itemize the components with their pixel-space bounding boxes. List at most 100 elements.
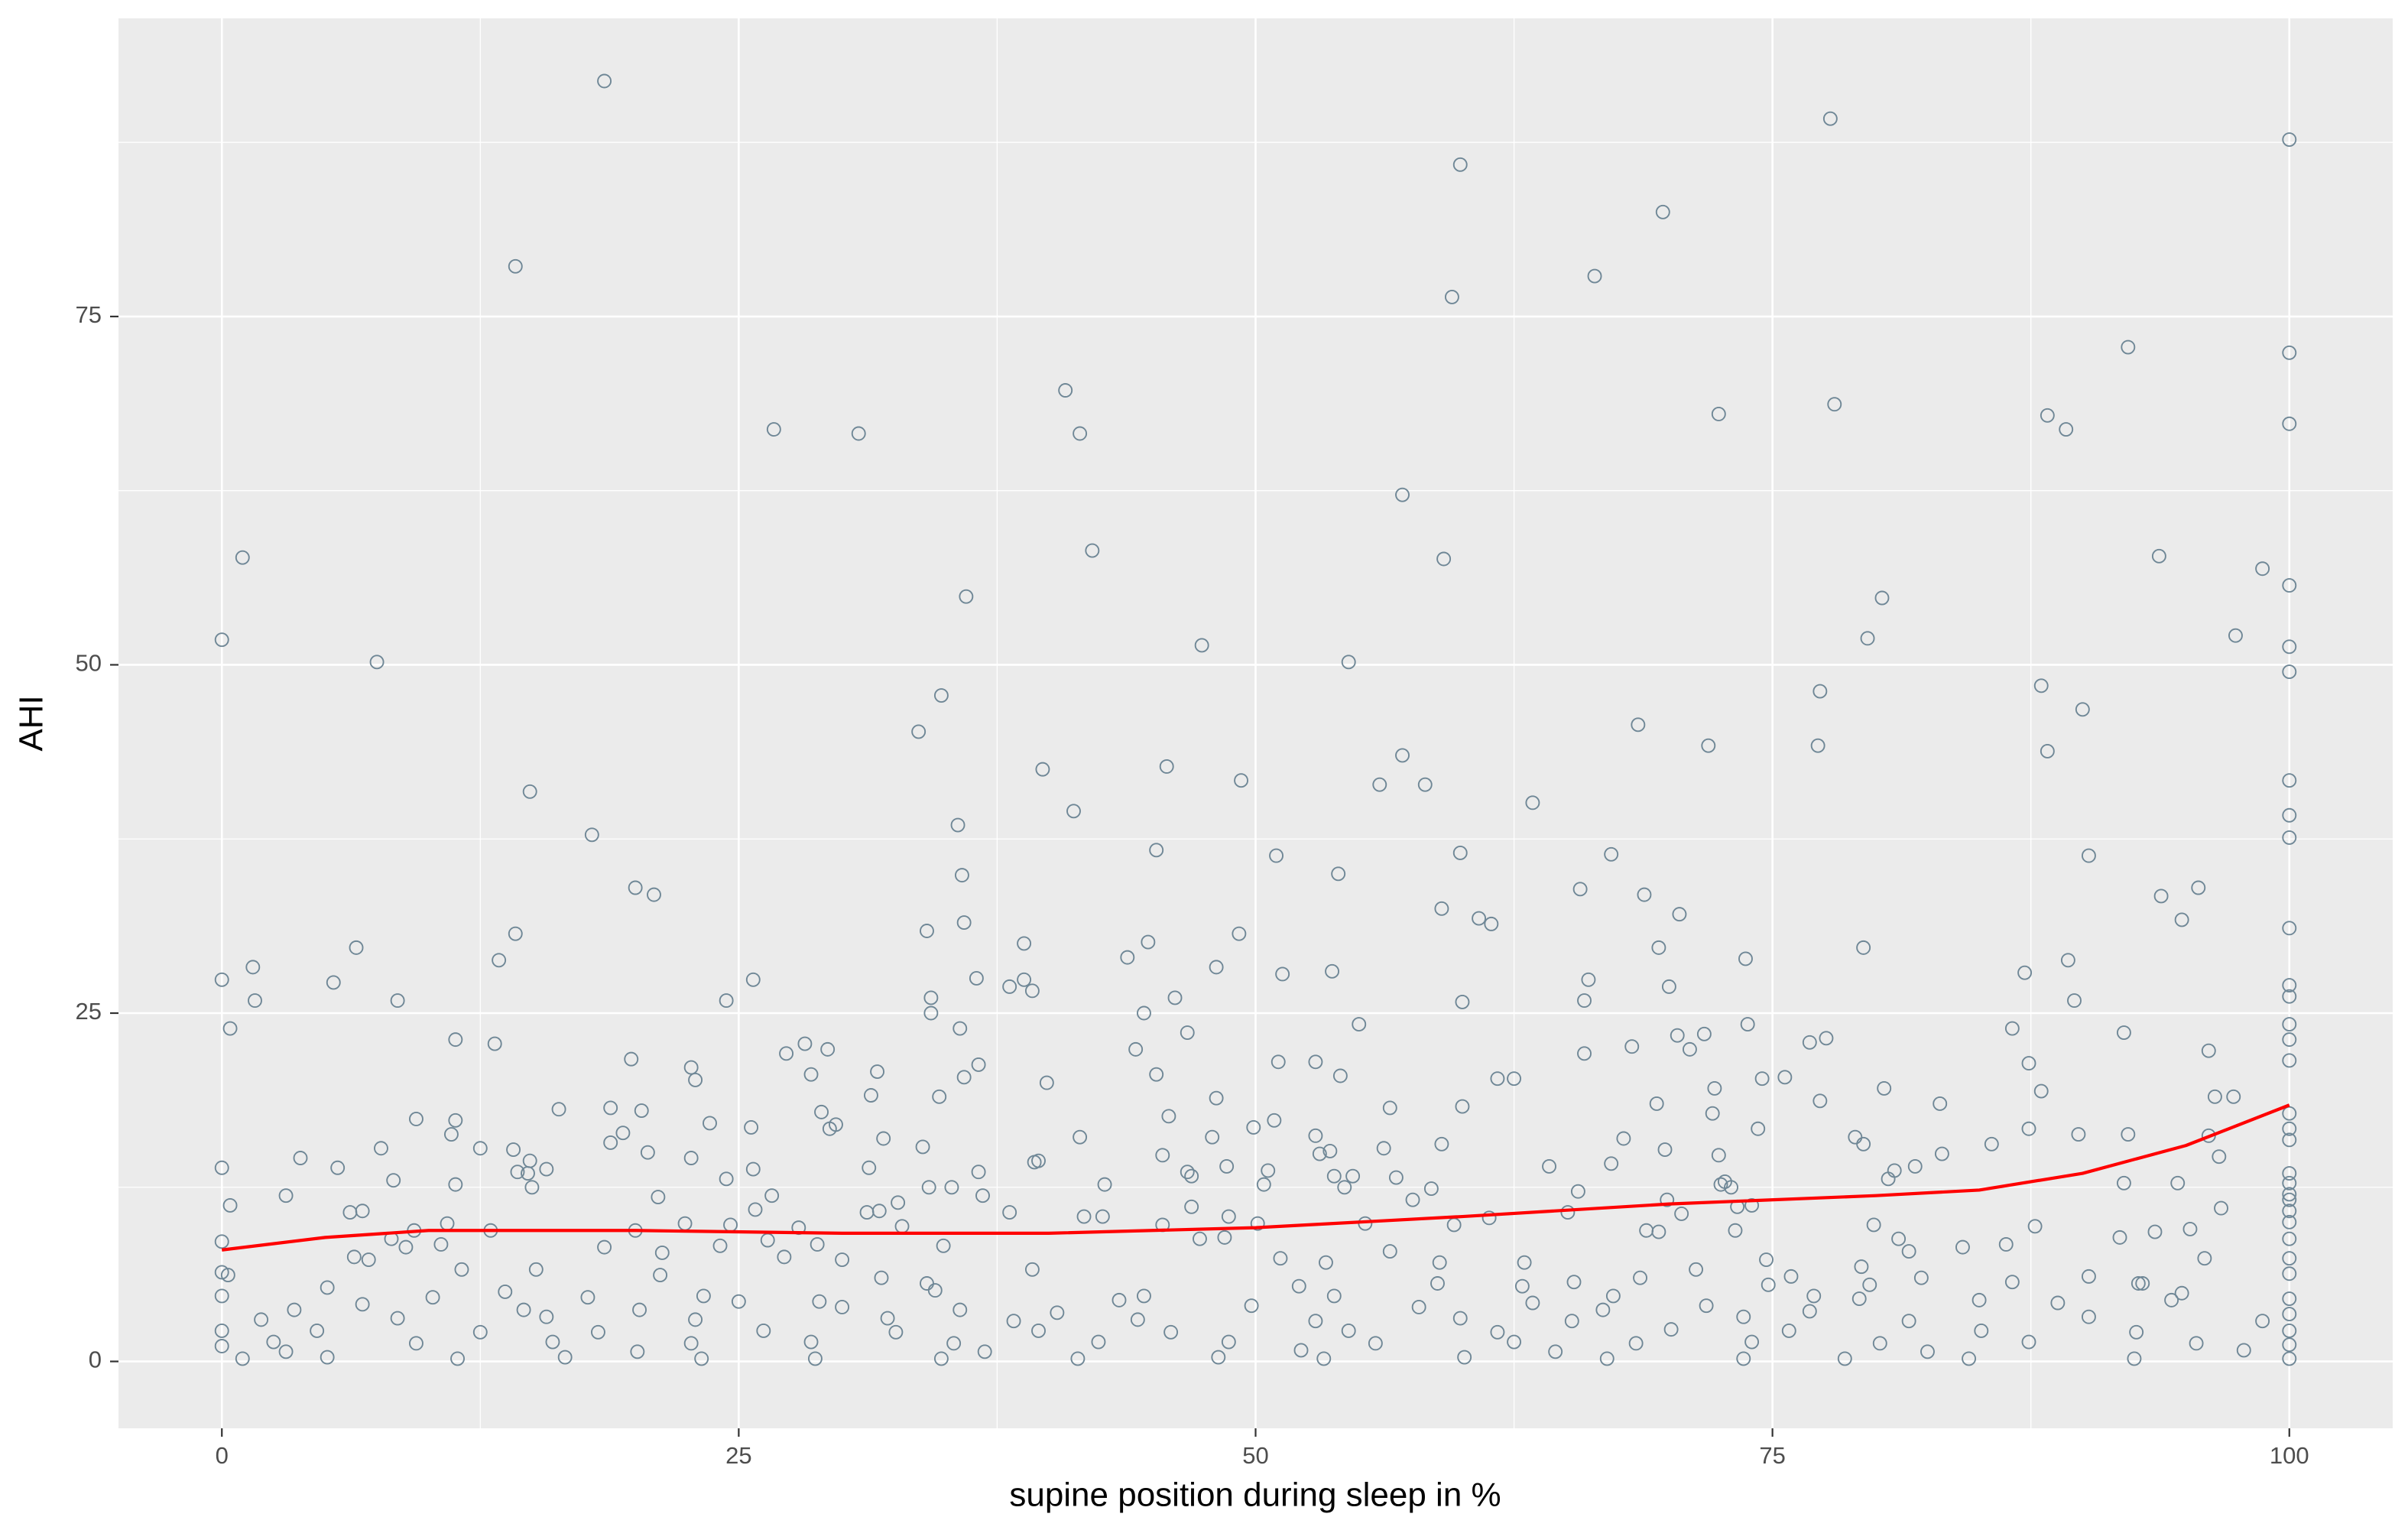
data-point <box>2021 1334 2036 1350</box>
data-point <box>1751 1121 1766 1136</box>
data-point <box>1128 1041 1144 1057</box>
data-point <box>516 1302 531 1317</box>
data-point <box>1972 1292 1987 1307</box>
data-point <box>630 1344 645 1359</box>
data-point <box>1862 1277 1877 1292</box>
data-point <box>1616 1131 1631 1146</box>
data-point <box>1724 1180 1738 1195</box>
data-point <box>2282 1231 2297 1246</box>
data-point <box>1738 951 1753 966</box>
data-point <box>506 1142 521 1158</box>
data-point <box>2282 1106 2297 1121</box>
data-point <box>1507 1071 1522 1087</box>
data-point <box>1696 1026 1712 1041</box>
data-point <box>390 1311 405 1326</box>
data-point <box>235 1351 250 1366</box>
data-point <box>1455 994 1470 1009</box>
data-point <box>2282 830 2297 845</box>
data-point <box>814 1104 829 1119</box>
data-point <box>603 1100 618 1116</box>
data-point <box>1345 1168 1361 1184</box>
data-point <box>835 1300 850 1314</box>
data-point <box>2116 1175 2131 1191</box>
data-point <box>683 1060 699 1075</box>
data-point <box>1525 1295 1540 1311</box>
data-point <box>1655 204 1670 219</box>
data-point <box>1024 983 1040 999</box>
data-point <box>580 1290 596 1305</box>
data-point <box>807 1351 823 1366</box>
data-point <box>1517 1255 1532 1270</box>
data-point <box>1560 1205 1576 1220</box>
data-point <box>1810 738 1825 753</box>
data-point <box>1273 1251 1288 1266</box>
data-point <box>2282 345 2297 360</box>
data-point <box>1337 1180 1352 1195</box>
data-point <box>1663 1322 1679 1337</box>
data-point <box>1455 1099 1470 1114</box>
data-point <box>1149 1067 1164 1082</box>
data-point <box>2174 1285 2189 1301</box>
x-tick-label: 0 <box>216 1442 229 1469</box>
data-point <box>278 1188 294 1204</box>
data-point <box>1570 1184 1585 1199</box>
data-point <box>1058 383 1073 398</box>
data-point <box>2033 1083 2049 1099</box>
data-point <box>1872 1336 1887 1351</box>
data-point <box>822 1121 837 1136</box>
data-point <box>1352 1017 1367 1032</box>
data-point <box>398 1239 414 1255</box>
axes: 0 25 50 75 100 0 25 50 75 <box>76 301 2309 1469</box>
data-point <box>2214 1200 2228 1216</box>
data-point <box>1244 1298 1259 1314</box>
grid <box>118 18 2393 1428</box>
data-point <box>1405 1192 1420 1207</box>
data-point <box>293 1151 308 1165</box>
data-point <box>433 1237 449 1252</box>
data-point <box>539 1161 554 1177</box>
data-point <box>1452 1311 1468 1326</box>
data-point <box>1661 979 1676 994</box>
data-point <box>915 1139 930 1155</box>
data-point <box>1856 940 1871 955</box>
data-point <box>2129 1324 2144 1340</box>
data-point <box>1432 1255 1447 1270</box>
smooth-line <box>221 1103 2290 1252</box>
data-point <box>220 1268 235 1283</box>
data-point <box>923 990 939 1005</box>
data-point <box>443 1127 459 1142</box>
data-point <box>1657 1142 1673 1158</box>
data-point <box>409 1112 424 1126</box>
data-point <box>2282 921 2297 936</box>
data-point <box>2282 1291 2297 1306</box>
data-point <box>1490 1071 1505 1087</box>
data-point <box>628 880 643 895</box>
data-point <box>1211 1350 1226 1365</box>
data-point <box>1674 1206 1689 1221</box>
data-point <box>2282 1121 2297 1136</box>
data-point <box>1744 1198 1760 1213</box>
data-point <box>425 1290 440 1305</box>
data-point <box>835 1252 850 1267</box>
data-point <box>1316 1351 1332 1366</box>
data-point <box>950 817 965 833</box>
data-point <box>498 1284 513 1299</box>
data-point <box>1234 773 1249 788</box>
data-point <box>1372 777 1387 792</box>
data-point <box>1149 843 1164 858</box>
data-point <box>472 1141 488 1156</box>
data-point <box>2075 702 2090 717</box>
data-point <box>545 1334 560 1350</box>
data-point <box>1221 1334 1236 1350</box>
data-point <box>921 1180 936 1195</box>
data-point <box>1155 1148 1170 1163</box>
data-point <box>1955 1239 1970 1255</box>
data-point <box>756 1324 771 1338</box>
data-point <box>1457 1350 1472 1365</box>
data-point <box>1130 1312 1145 1327</box>
data-point <box>1319 1255 1333 1270</box>
data-point <box>214 1324 229 1338</box>
data-point <box>1707 1080 1722 1096</box>
data-point <box>1217 1230 1232 1245</box>
data-point <box>2228 628 2243 643</box>
